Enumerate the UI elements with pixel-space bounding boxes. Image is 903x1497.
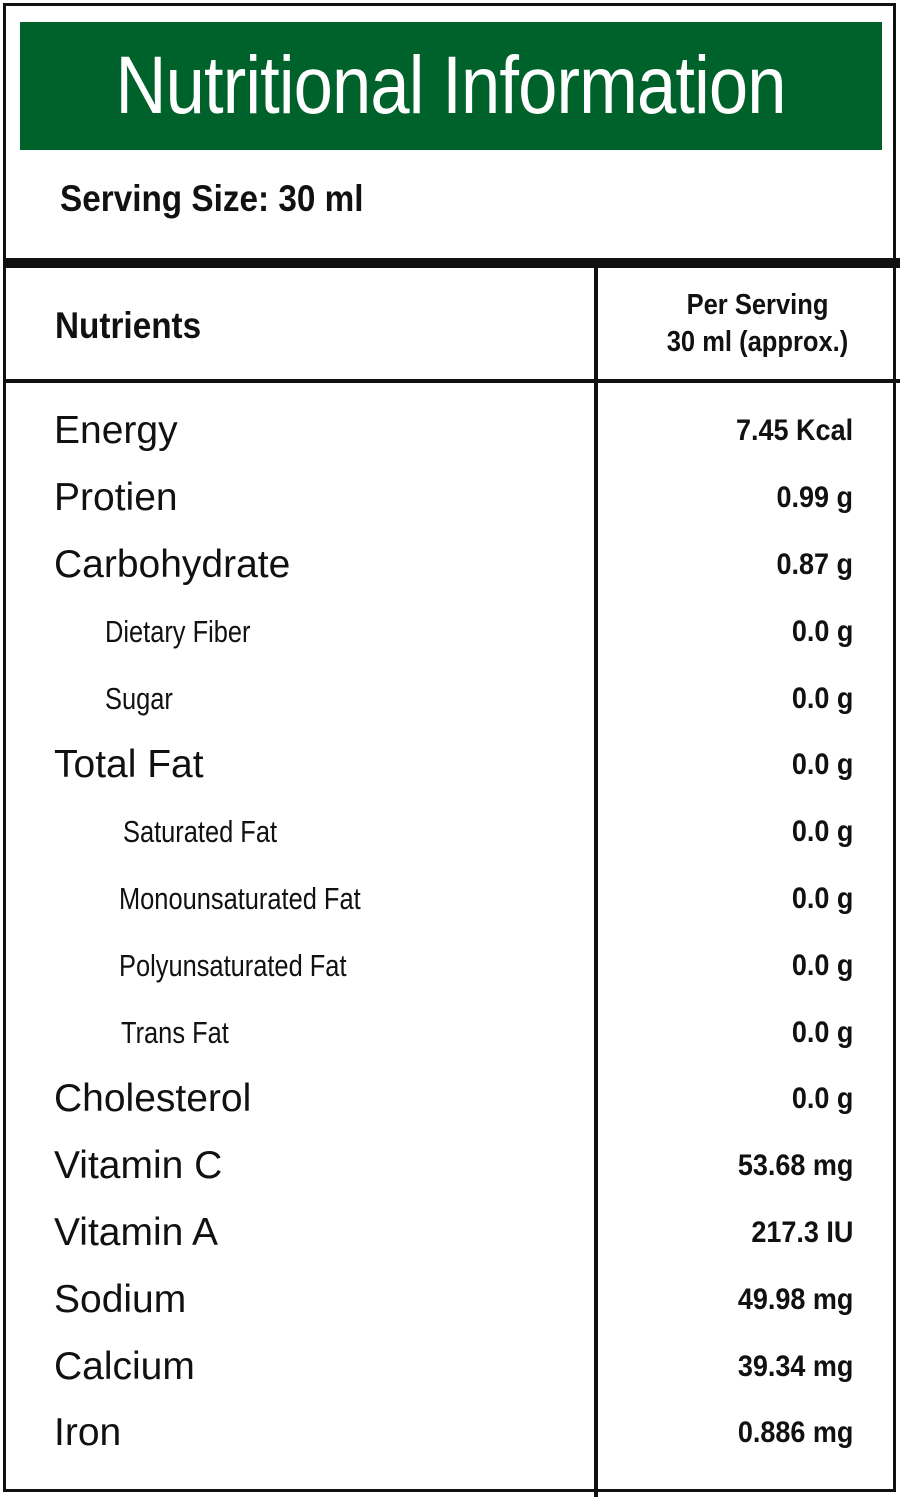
nutrients-column-header: Nutrients [55,305,202,346]
nutrient-name: Total Fat [54,743,204,787]
header-divider [3,379,900,383]
table-row-cholesterol: Cholesterol 0.0 g [0,1066,903,1133]
nutrient-value: 39.34 mg [737,1349,853,1383]
nutrient-value: 0.886 mg [737,1416,853,1450]
nutrient-value: 0.0 g [791,948,853,982]
table-row-sodium: Sodium 49.98 mg [0,1266,903,1333]
table-row-dietary-fiber: Dietary Fiber 0.0 g [0,598,903,665]
table-row-energy: Energy 7.45 Kcal [0,398,903,465]
table-row-protein: Protien 0.99 g [0,465,903,532]
nutrient-name: Carbohydrate [54,542,291,586]
nutrient-value: 0.0 g [791,614,853,648]
nutrient-name: Polyunsaturated Fat [119,947,347,983]
label-title: Nutritional Information [115,40,787,131]
table-row-calcium: Calcium 39.34 mg [0,1333,903,1400]
per-serving-header-line1: Per Serving [686,289,829,321]
per-serving-column-header: Per Serving 30 ml (approx.) [628,287,888,361]
table-row-monounsaturated-fat: Monounsaturated Fat 0.0 g [0,866,903,933]
nutrient-name: Protien [54,476,178,520]
nutrient-name: Vitamin A [54,1210,219,1254]
nutrient-value: 7.45 Kcal [735,414,853,448]
table-row-carbohydrate: Carbohydrate 0.87 g [0,532,903,599]
nutrient-value: 0.0 g [791,1015,853,1049]
nutrient-table-body: Energy 7.45 Kcal Protien 0.99 g Carbohyd… [0,398,903,1467]
nutrient-name: Cholesterol [54,1077,252,1121]
nutrient-name: Sodium [54,1277,187,1321]
table-row-vitamin-c: Vitamin C 53.68 mg [0,1133,903,1200]
per-serving-header-line2: 30 ml (approx.) [666,326,849,358]
nutrient-name: Energy [54,409,178,453]
nutrient-value: 217.3 IU [750,1215,853,1249]
nutrient-name: Dietary Fiber [105,613,251,649]
thick-divider [3,258,900,268]
nutrient-value: 0.87 g [776,547,853,581]
table-row-polyunsaturated-fat: Polyunsaturated Fat 0.0 g [0,932,903,999]
table-row-sugar: Sugar 0.0 g [0,665,903,732]
nutrient-name: Vitamin C [54,1144,223,1188]
nutrient-name: Saturated Fat [123,814,278,850]
table-row-vitamin-a: Vitamin A 217.3 IU [0,1200,903,1267]
nutrient-name: Calcium [54,1344,195,1388]
nutrient-value: 0.0 g [791,681,853,715]
nutrient-value: 0.0 g [791,815,853,849]
nutrient-value: 53.68 mg [737,1149,853,1183]
nutrition-label [3,3,896,1492]
nutrient-value: 0.99 g [776,481,853,515]
nutrient-name: Monounsaturated Fat [119,880,361,916]
nutrient-name: Trans Fat [121,1014,229,1050]
table-row-saturated-fat: Saturated Fat 0.0 g [0,799,903,866]
table-row-iron: Iron 0.886 mg [0,1400,903,1467]
column-divider [594,268,598,1497]
nutrient-name: Sugar [105,680,173,716]
serving-size: Serving Size: 30 ml [60,178,364,219]
table-row-trans-fat: Trans Fat 0.0 g [0,999,903,1066]
nutrient-value: 0.0 g [791,748,853,782]
nutrient-name: Iron [54,1411,122,1455]
nutrient-value: 0.0 g [791,881,853,915]
nutrient-value: 0.0 g [791,1082,853,1116]
table-row-total-fat: Total Fat 0.0 g [0,732,903,799]
title-banner: Nutritional Information [20,22,882,150]
nutrient-value: 49.98 mg [737,1282,853,1316]
